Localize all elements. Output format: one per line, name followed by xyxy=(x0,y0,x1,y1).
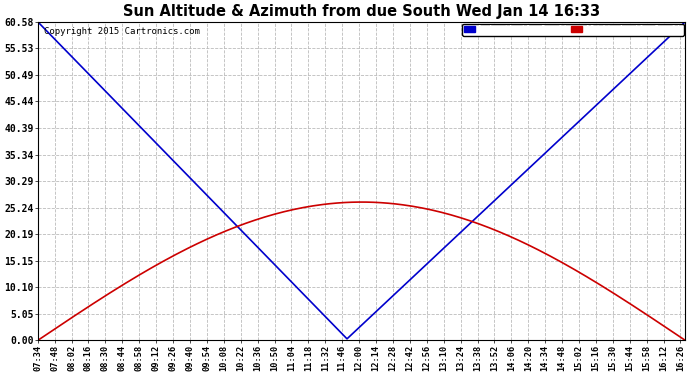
Title: Sun Altitude & Azimuth from due South Wed Jan 14 16:33: Sun Altitude & Azimuth from due South We… xyxy=(123,4,600,19)
Text: Copyright 2015 Cartronics.com: Copyright 2015 Cartronics.com xyxy=(44,27,200,36)
Legend: Azimuth (Angle °), Altitude (Angle °): Azimuth (Angle °), Altitude (Angle °) xyxy=(462,24,684,36)
